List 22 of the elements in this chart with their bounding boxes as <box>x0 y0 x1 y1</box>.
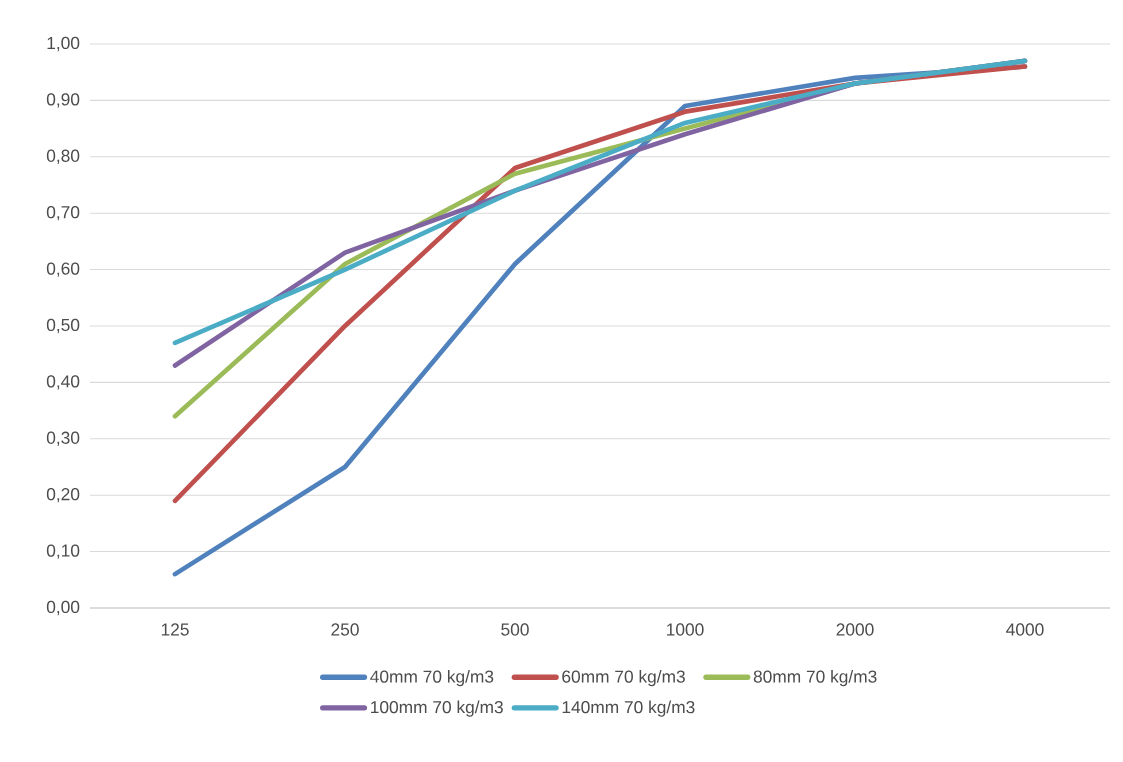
legend-label: 100mm 70 kg/m3 <box>371 700 503 717</box>
y-tick-label: 0,60 <box>46 262 80 277</box>
x-tick-label: 500 <box>501 623 529 636</box>
y-tick-label: 0,20 <box>46 488 80 503</box>
y-tick-label: 0,90 <box>46 93 80 108</box>
x-tick-label: 2000 <box>836 623 874 636</box>
y-tick-label: 0,30 <box>46 431 80 446</box>
y-tick-label: 1,00 <box>47 36 80 52</box>
legend-label: 140mm 70 kg/m3 <box>562 700 695 717</box>
x-tick-label: 125 <box>161 623 189 636</box>
x-tick-label: 1000 <box>667 623 704 636</box>
x-tick-label: 4000 <box>1006 623 1044 636</box>
y-tick-label: 0,00 <box>46 600 80 616</box>
legend-label: 40mm 70 kg/m3 <box>370 669 494 687</box>
y-tick-label: 0,50 <box>46 318 80 334</box>
y-tick-label: 0,40 <box>46 375 80 390</box>
y-tick-label: 0,70 <box>46 206 80 221</box>
y-tick-label: 0,80 <box>46 149 80 164</box>
legend-label: 60mm 70 kg/m3 <box>562 669 685 687</box>
x-tick-label: 250 <box>331 623 359 636</box>
legend-label: 80mm 70 kg/m3 <box>753 669 877 687</box>
y-tick-label: 0,10 <box>46 544 80 559</box>
